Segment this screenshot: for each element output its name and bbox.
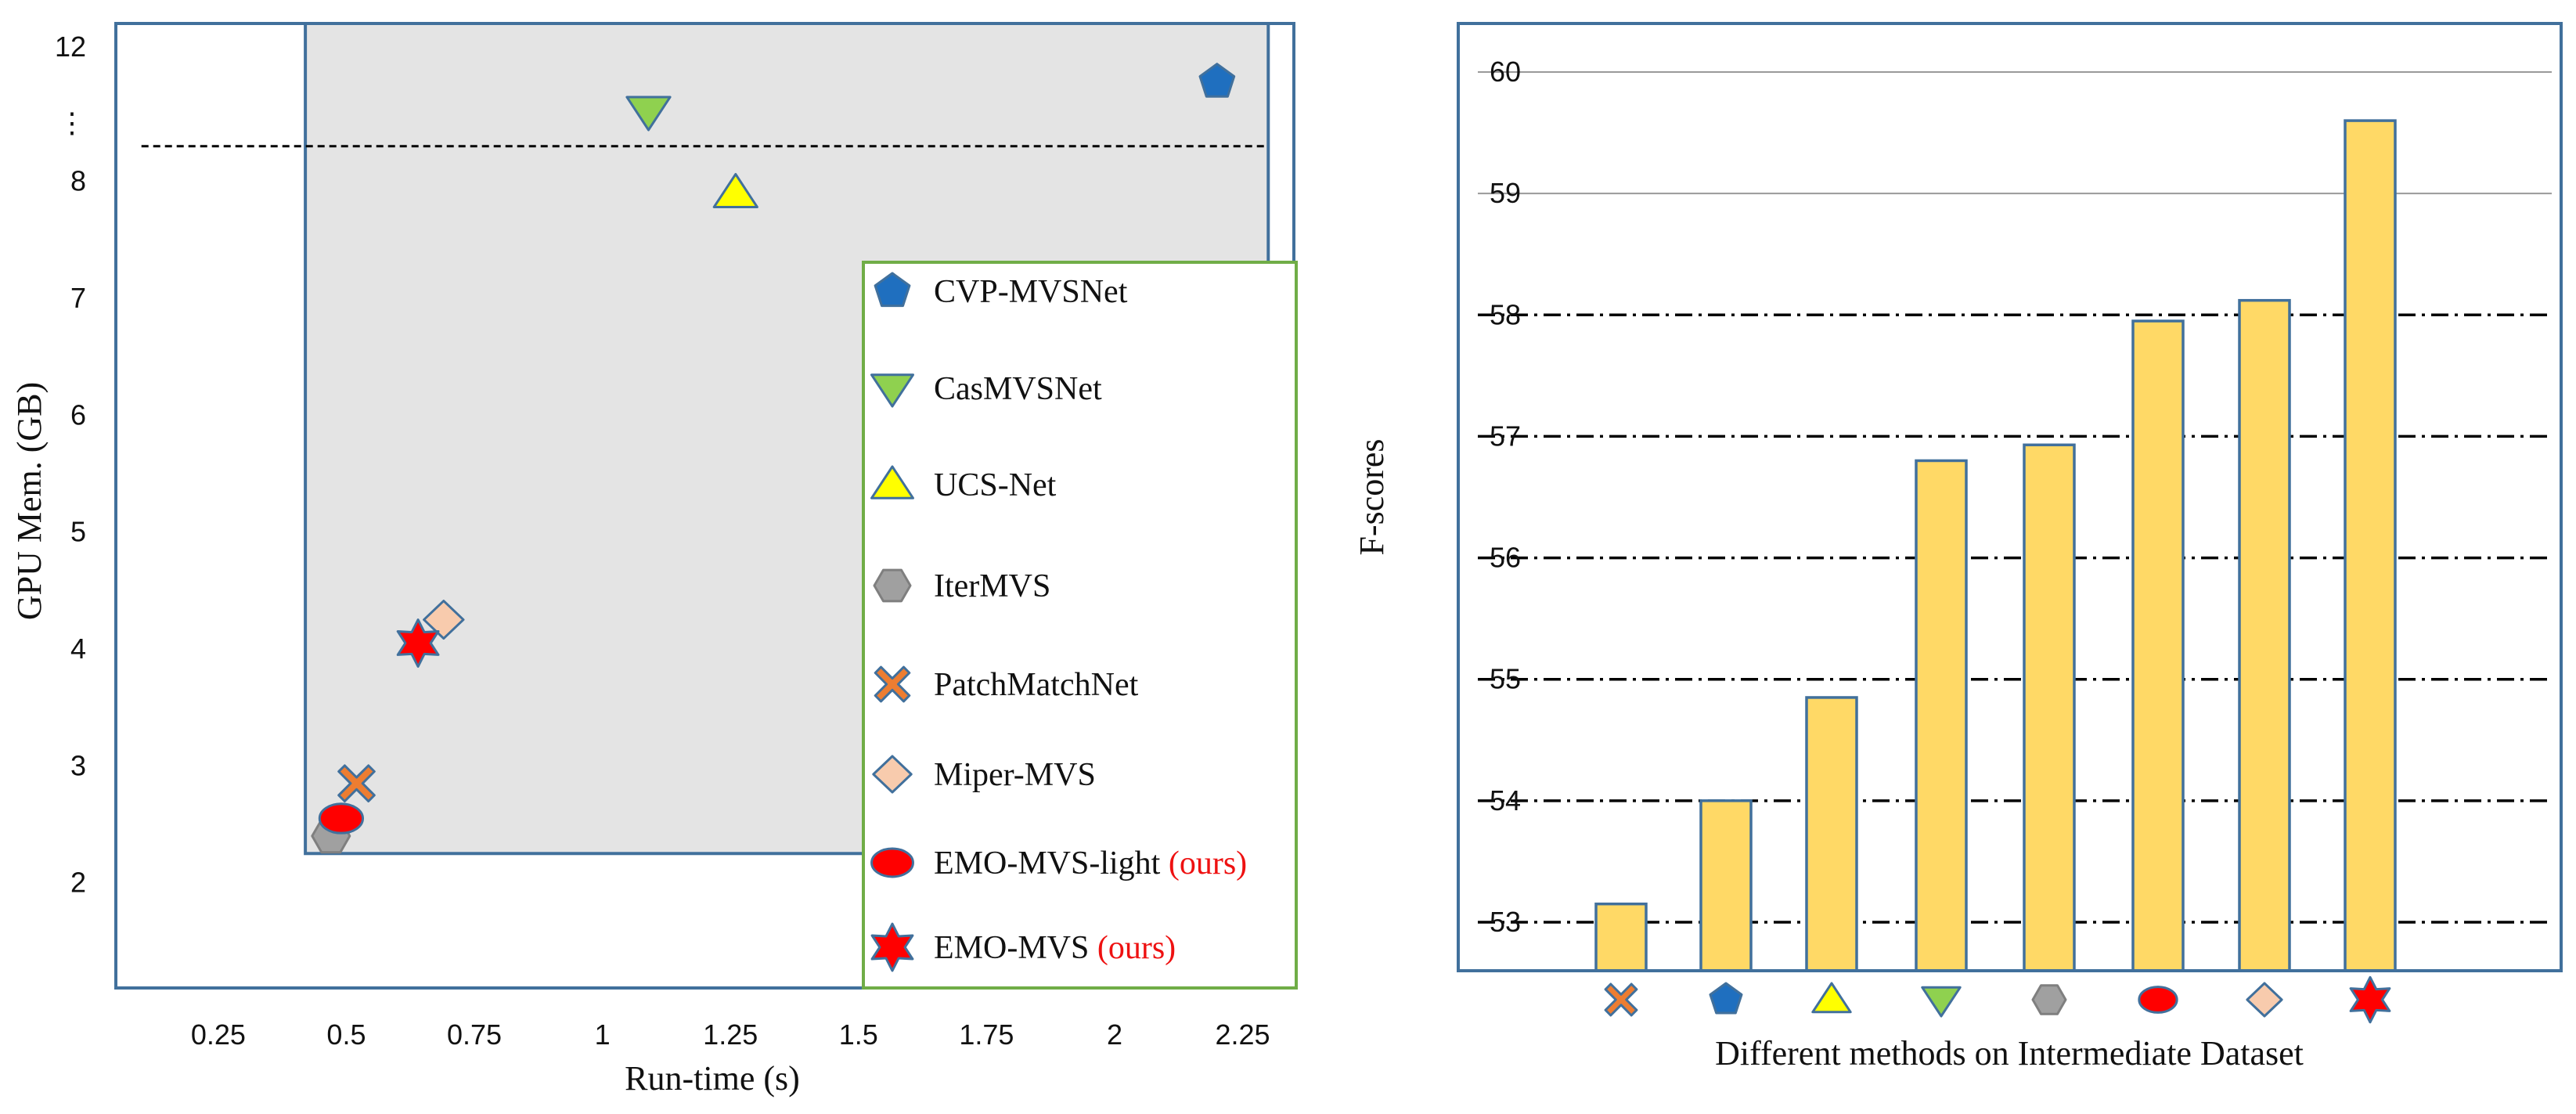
bar-itermvs [2023,443,2076,972]
legend-label-itermvs: IterMVS [934,568,1050,604]
y-tick-label: 59 [1490,177,1521,209]
y-tick-label: 7 [70,282,86,314]
category-markers [1604,975,2391,1024]
x-axis-label: Different methods on Intermediate Datase… [1715,1034,2304,1073]
x-tick-label: 0.25 [191,1018,246,1051]
legend-marker-itermvs [873,568,912,603]
y-tick-labels: 2 3 4 5 6 7 8 ⋮ 12 [55,31,86,899]
point-emo-mvs [396,618,440,668]
point-ucs-net [712,173,758,208]
y-tick-label: 57 [1490,420,1521,452]
legend-label-casmvsnet: CasMVSNet [934,371,1102,407]
y-tick-label: 6 [70,398,86,431]
legend-label-cvp-mvsnet: CVP-MVSNet [934,274,1128,310]
legend-items: CVP-MVSNet CasMVSNet UCS-Net IterMVS PatchMa… [870,272,1247,972]
y-tick-label: 60 [1490,56,1521,88]
legend-marker-casmvsnet [870,373,914,408]
legend-marker-ucs-net [870,465,914,499]
bar-chart: 53 54 55 56 57 58 59 60 Different methods on In… [1353,22,2563,1073]
ours-tag: (ours) [1160,845,1247,881]
y-tick-label: ⋮ [58,106,86,139]
x-tick-label: 1.25 [703,1018,758,1051]
legend-label-ucs-net: UCS-Net [934,467,1057,503]
category-marker-emo-mvs-light [2138,986,2178,1014]
y-tick-label: 2 [70,867,86,899]
point-casmvsnet [625,96,672,132]
legend-marker-emo-mvs [870,922,914,972]
x-tick-label: 2 [1107,1018,1122,1051]
y-tick-label: 12 [55,31,86,63]
bar-casmvsnet [1915,459,1968,972]
bar-patchmatchnet [1594,902,1648,972]
y-tick-label: 54 [1490,784,1521,817]
y-tick-label: 8 [70,165,86,197]
bars [1594,119,2397,972]
y-axis-label: GPU Mem. (GB) [10,382,49,620]
legend-marker-patchmatchnet [874,665,911,703]
point-miper-mvs [423,600,465,640]
x-tick-labels: 0.25 0.5 0.75 1 1.25 1.5 1.75 2 2.25 [191,1018,1270,1051]
bar-cvp-mvsnet [1699,799,1753,972]
bar-plot-frame [1457,22,2563,972]
bar-emo-mvs [2344,119,2397,972]
x-tick-label: 1.5 [839,1018,878,1051]
legend-label-emo-mvs: EMO-MVS (ours) [934,930,1176,966]
legend-box [862,261,1298,990]
legend-label-miper-mvs: Miper-MVS [934,757,1096,793]
category-marker-miper-mvs [2246,982,2283,1018]
x-tick-label: 2.25 [1216,1018,1270,1051]
x-axis-label: Run-time (s) [625,1059,800,1098]
y-tick-label: 58 [1490,298,1521,330]
legend-label-emo-mvs-light: EMO-MVS-light (ours) [934,845,1247,881]
category-marker-casmvsnet [1921,986,1962,1018]
point-emo-mvs-light [318,802,365,835]
y-tick-label: 4 [70,633,86,665]
y-tick-label: 53 [1490,906,1521,938]
x-tick-label: 0.75 [447,1018,502,1051]
point-patchmatchnet [337,764,376,802]
x-tick-label: 0.5 [326,1018,366,1051]
legend-marker-cvp-mvsnet [874,272,911,308]
y-tick-label: 55 [1490,663,1521,695]
y-tick-labels: 53 54 55 56 57 58 59 60 [1490,56,1521,938]
legend: CVP-MVSNet CasMVSNet UCS-Net IterMVS PatchMa… [862,261,1298,990]
category-marker-ucs-net [1811,982,1852,1014]
y-axis-label: F-scores [1353,438,1391,555]
y-tick-label: 5 [70,516,86,548]
bar-emo-mvs-light [2131,319,2185,972]
y-tick-label: 3 [70,749,86,781]
bar-miper-mvs [2238,298,2291,972]
category-marker-itermvs [2031,984,2067,1015]
legend-marker-emo-mvs-light [870,847,914,878]
scatter-points [311,63,1236,854]
point-cvp-mvsnet [1198,63,1236,98]
x-tick-label: 1.75 [959,1018,1014,1051]
category-marker-cvp-mvsnet [1709,982,1743,1015]
ours-tag: (ours) [1089,930,1176,966]
category-marker-patchmatchnet [1604,982,1638,1017]
category-marker-emo-mvs [2349,975,2391,1024]
bar-ucs-net [1805,696,1858,972]
y-tick-label: 56 [1490,542,1521,574]
legend-marker-miper-mvs [872,755,913,794]
legend-label-patchmatchnet: PatchMatchNet [934,667,1139,703]
x-tick-label: 1 [595,1018,611,1051]
